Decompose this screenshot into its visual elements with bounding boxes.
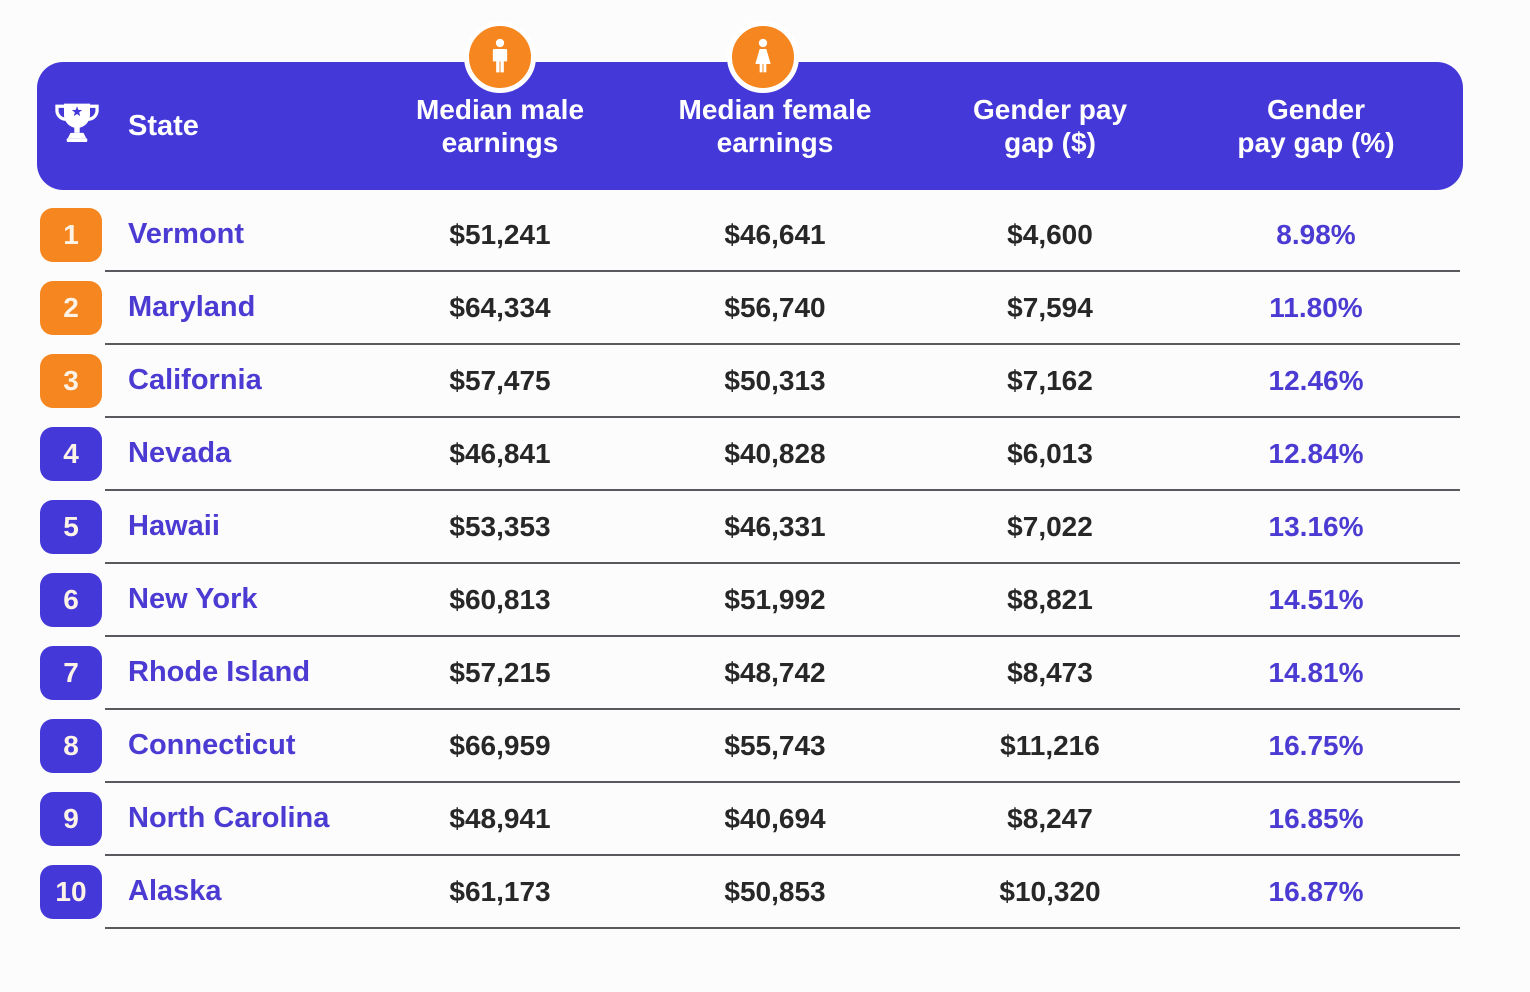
gap-percent-value: 11.80% — [1269, 291, 1363, 323]
table-header: State Median male earnings Median female… — [37, 21, 1463, 190]
state-name: North Carolina — [128, 802, 330, 834]
gap-dollars-value: $7,162 — [1007, 364, 1093, 396]
gap-dollars-value: $8,473 — [1007, 656, 1093, 688]
gap-dollars-value: $6,013 — [1007, 437, 1093, 469]
state-name: New York — [128, 583, 258, 615]
gap-dollars-value: $7,594 — [1007, 291, 1093, 323]
table-row: 9 North Carolina $48,941 $40,694 $8,247 … — [37, 782, 1463, 856]
gap-dollars-value: $8,247 — [1007, 802, 1093, 834]
gap-percent-value: 14.81% — [1268, 656, 1364, 688]
male-earnings-value: $57,475 — [449, 364, 551, 396]
female-earnings-value: $51,992 — [724, 583, 826, 615]
table-row: 1 Vermont $51,241 $46,641 $4,600 8.98% — [37, 198, 1463, 272]
male-earnings-value: $60,813 — [449, 583, 551, 615]
male-icon — [464, 21, 536, 93]
gap-percent-value: 16.85% — [1268, 802, 1364, 834]
rank-badge: 9 — [40, 791, 102, 846]
rank-badge: 4 — [40, 426, 102, 481]
male-earnings-value: $57,215 — [449, 656, 551, 688]
state-name: Maryland — [128, 291, 256, 323]
table-row: 10 Alaska $61,173 $50,853 $10,320 16.87% — [37, 855, 1463, 929]
male-earnings-value: $48,941 — [449, 802, 551, 834]
table-body: 1 Vermont $51,241 $46,641 $4,600 8.98% 2… — [37, 198, 1463, 929]
gap-dollars-value: $8,821 — [1007, 583, 1093, 615]
rank-badge: 7 — [40, 645, 102, 700]
state-name: California — [128, 364, 262, 396]
state-name: Vermont — [128, 218, 245, 250]
male-earnings-value: $46,841 — [449, 437, 551, 469]
state-name: Hawaii — [128, 510, 220, 542]
female-icon — [727, 21, 799, 93]
gap-dollars-value: $10,320 — [999, 875, 1101, 907]
gap-percent-value: 16.87% — [1268, 875, 1364, 907]
rank-badge: 6 — [40, 572, 102, 627]
table-row: 6 New York $60,813 $51,992 $8,821 14.51% — [37, 563, 1463, 637]
female-earnings-value: $40,694 — [724, 802, 826, 834]
table-row: 7 Rhode Island $57,215 $48,742 $8,473 14… — [37, 636, 1463, 710]
rank-badge: 1 — [40, 207, 102, 262]
female-earnings-value: $48,742 — [724, 656, 826, 688]
gap-percent-value: 13.16% — [1268, 510, 1364, 542]
state-name: Rhode Island — [128, 656, 311, 688]
male-earnings-value: $61,173 — [449, 875, 551, 907]
state-name: Alaska — [128, 875, 222, 907]
gap-percent-value: 12.84% — [1268, 437, 1364, 469]
gap-percent-value: 16.75% — [1268, 729, 1364, 761]
state-name: Connecticut — [128, 729, 296, 761]
gap-dollars-value: $4,600 — [1007, 218, 1093, 250]
table-row: 4 Nevada $46,841 $40,828 $6,013 12.84% — [37, 417, 1463, 491]
gap-percent-value: 14.51% — [1268, 583, 1364, 615]
male-earnings-value: $53,353 — [449, 510, 551, 542]
rank-badge: 10 — [40, 864, 102, 919]
gap-dollars-value: $11,216 — [1000, 729, 1100, 761]
female-earnings-value: $56,740 — [724, 291, 826, 323]
state-column-header: State — [128, 109, 199, 142]
state-name: Nevada — [128, 437, 232, 469]
female-earnings-value: $40,828 — [724, 437, 826, 469]
trophy-icon — [51, 93, 103, 158]
gap-percent-value: 12.46% — [1268, 364, 1364, 396]
female-earnings-value: $55,743 — [724, 729, 826, 761]
male-earnings-value: $51,241 — [449, 218, 551, 250]
female-earnings-column-header: Median female earnings — [678, 93, 872, 158]
rank-column-header — [37, 93, 105, 158]
table-row: 2 Maryland $64,334 $56,740 $7,594 11.80% — [37, 271, 1463, 345]
male-earnings-column-header: Median male earnings — [415, 93, 585, 158]
female-earnings-value: $50,853 — [724, 875, 826, 907]
gap-percent-value: 8.98% — [1276, 218, 1356, 250]
rank-badge: 5 — [40, 499, 102, 554]
male-earnings-value: $64,334 — [449, 291, 551, 323]
male-earnings-value: $66,959 — [449, 729, 551, 761]
rank-badge: 8 — [40, 718, 102, 773]
table-row: 3 California $57,475 $50,313 $7,162 12.4… — [37, 344, 1463, 418]
rank-badge: 3 — [40, 353, 102, 408]
table-row: 5 Hawaii $53,353 $46,331 $7,022 13.16% — [37, 490, 1463, 564]
female-earnings-value: $50,313 — [724, 364, 826, 396]
table-row: 8 Connecticut $66,959 $55,743 $11,216 16… — [37, 709, 1463, 783]
rank-badge: 2 — [40, 280, 102, 335]
gap-percent-column-header: Gender pay gap (%) — [1237, 93, 1395, 158]
female-earnings-value: $46,641 — [724, 218, 826, 250]
gap-dollars-value: $7,022 — [1007, 510, 1093, 542]
gap-dollars-column-header: Gender pay gap ($) — [972, 93, 1128, 158]
female-earnings-value: $46,331 — [724, 510, 826, 542]
